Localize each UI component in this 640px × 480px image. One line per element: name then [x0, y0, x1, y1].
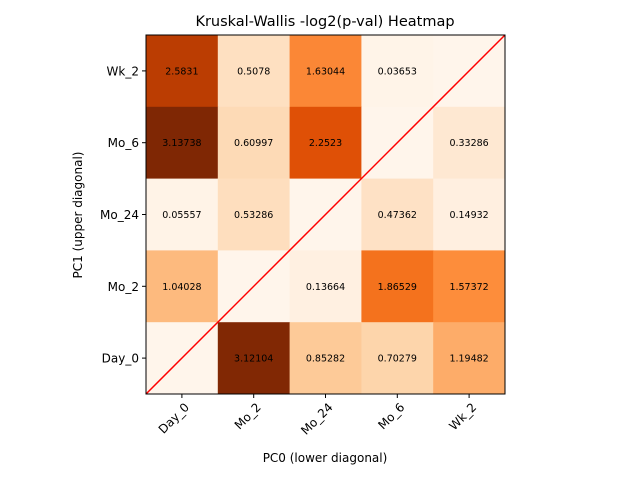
heatmap-cell [146, 178, 219, 251]
y-tick-label: Mo_6 [108, 136, 139, 150]
heatmap-cell [146, 35, 219, 108]
heatmap-cell [433, 322, 506, 395]
cell-value-label: 0.13664 [306, 282, 345, 293]
y-axis-ticks: Day_0 Mo_2 Mo_24 Mo_6 Wk_2 [100, 64, 146, 366]
cell-value-label: 1.63044 [306, 66, 345, 77]
heatmap-cell [289, 322, 362, 395]
x-axis-label: PC0 (lower diagonal) [263, 451, 388, 465]
cell-value-label: 0.14932 [449, 210, 488, 221]
cell-value-label: 1.04028 [162, 282, 201, 293]
y-tick-label: Mo_2 [108, 280, 139, 294]
heatmap-cell [217, 35, 291, 108]
heatmap-cell [146, 106, 219, 180]
cell-value-label: 0.85282 [306, 354, 345, 365]
heatmap-cell [289, 250, 362, 323]
heatmap-cell [433, 178, 506, 251]
cell-value-label: 2.5831 [165, 66, 198, 77]
cell-value-label: 0.70279 [378, 354, 417, 365]
cell-value-label: 0.33286 [449, 138, 488, 149]
heatmap-cell [146, 250, 219, 323]
cell-value-label: 3.13738 [162, 138, 201, 149]
cell-value-label: 0.5078 [237, 66, 270, 77]
cell-value-label: 0.60997 [234, 138, 273, 149]
cell-value-label: 0.53286 [234, 210, 273, 221]
cell-value-label: 0.05557 [162, 210, 201, 221]
cell-value-labels: 2.5831 0.5078 1.63044 0.03653 3.13738 0.60997… [162, 66, 488, 364]
heatmap-cell [217, 178, 291, 251]
heatmap-cell [289, 35, 362, 108]
x-tick-label: Mo_24 [298, 400, 335, 437]
chart-title: Kruskal-Wallis -log2(p-val) Heatmap [195, 14, 454, 30]
cell-value-label: 1.86529 [378, 282, 417, 293]
x-axis-ticks: Day_0 Mo_2 Mo_24 Mo_6 Wk_2 [156, 394, 479, 438]
cell-value-label: 0.47362 [378, 210, 417, 221]
diagonal-line [145, 34, 506, 395]
x-tick-label: Mo_2 [232, 400, 264, 432]
heatmap-cell [361, 322, 434, 395]
x-tick-label: Day_0 [156, 400, 192, 436]
heatmap-cell [217, 106, 291, 180]
cell-value-label: 2.2523 [309, 138, 342, 149]
heatmap-cell [361, 35, 434, 108]
cell-value-label: 1.57372 [449, 282, 488, 293]
cell-value-label: 3.12104 [234, 354, 273, 365]
y-tick-label: Mo_24 [100, 208, 139, 222]
heatmap-cell [361, 178, 434, 251]
heatmap-cell [433, 106, 506, 180]
heatmap-cells [146, 35, 506, 395]
y-tick-label: Wk_2 [107, 64, 139, 78]
y-tick-label: Day_0 [102, 352, 139, 366]
y-axis-label: PC1 (upper diagonal) [71, 152, 85, 279]
heatmap-cell [217, 322, 291, 395]
heatmap-cell [433, 250, 506, 323]
x-tick-label: Mo_6 [375, 400, 407, 432]
heatmap-cell [289, 106, 362, 180]
heatmap-cell [361, 250, 434, 323]
x-tick-label: Wk_2 [446, 400, 479, 433]
cell-value-label: 0.03653 [378, 66, 417, 77]
cell-value-label: 1.19482 [449, 354, 488, 365]
